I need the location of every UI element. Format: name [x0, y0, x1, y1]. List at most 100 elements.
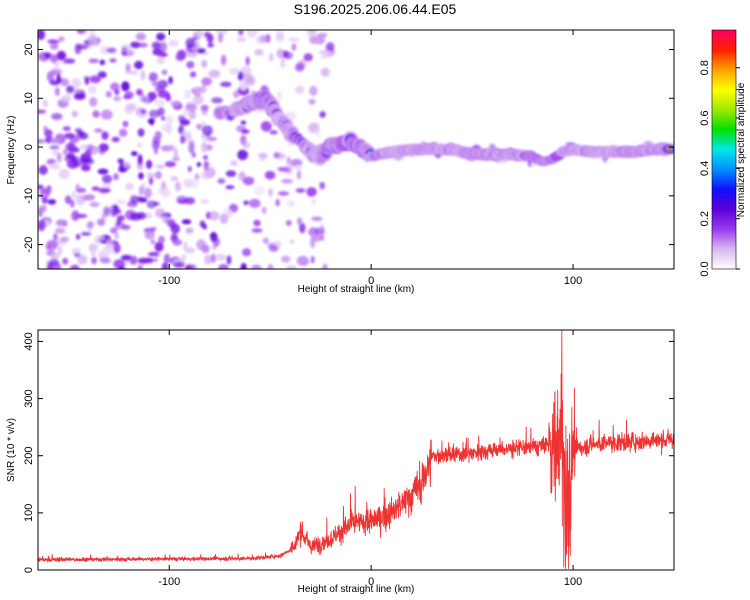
noise-blob: [311, 216, 323, 221]
noise-blob: [310, 234, 323, 242]
noise-blob: [185, 265, 192, 269]
snr-x-axis-label: Height of straight line (km): [298, 584, 415, 595]
noise-blob: [66, 152, 75, 160]
noise-blob: [228, 67, 240, 75]
noise-blob: [77, 254, 88, 265]
noise-blob: [218, 264, 229, 269]
y-tick-label: 10: [23, 92, 35, 104]
noise-blob: [225, 170, 237, 178]
noise-blob: [291, 43, 297, 51]
noise-blob: [295, 165, 303, 171]
noise-blob: [89, 97, 98, 107]
noise-blob: [202, 125, 213, 136]
noise-blob: [99, 257, 111, 264]
noise-blob: [306, 187, 317, 197]
noise-blob: [295, 85, 305, 94]
noise-blob: [91, 186, 100, 191]
noise-blob: [62, 126, 71, 131]
noise-blob: [217, 178, 226, 184]
noise-blob: [261, 206, 267, 215]
noise-blob: [150, 226, 157, 231]
noise-blob: [53, 61, 60, 68]
y-tick-label: 0: [23, 567, 35, 573]
noise-blob: [193, 86, 204, 94]
noise-blob: [100, 109, 113, 120]
noise-blob: [174, 181, 182, 192]
noise-blob: [125, 63, 132, 70]
noise-blob: [179, 119, 191, 126]
noise-blob: [210, 231, 218, 242]
noise-blob: [287, 199, 295, 207]
noise-blob: [113, 242, 121, 254]
noise-blob: [144, 230, 155, 240]
noise-blob: [146, 200, 157, 209]
noise-blob: [130, 212, 142, 221]
noise-blob: [182, 241, 188, 252]
noise-blob: [249, 198, 261, 208]
noise-blob: [46, 240, 58, 250]
x-tick-label: 0: [368, 275, 374, 287]
noise-blob: [106, 47, 117, 54]
noise-blob: [137, 128, 145, 137]
noise-blob: [113, 173, 119, 181]
noise-blob: [230, 160, 238, 167]
noise-blob: [153, 98, 166, 107]
noise-blob: [286, 156, 291, 165]
noise-blob: [118, 128, 128, 137]
noise-blob: [121, 224, 131, 230]
noise-blob: [99, 45, 110, 55]
colorbar-label: Normalized spectral amplitude: [736, 82, 747, 217]
noise-blob: [121, 81, 130, 92]
noise-blob: [296, 217, 303, 226]
noise-blob: [137, 264, 143, 269]
noise-blob: [239, 79, 248, 91]
noise-blob: [50, 139, 62, 144]
noise-blob: [49, 54, 59, 63]
noise-blob: [84, 194, 96, 201]
noise-blob: [204, 254, 212, 265]
noise-blob: [275, 198, 281, 207]
noise-blob: [38, 139, 46, 144]
noise-blob: [58, 168, 70, 180]
noise-blob: [140, 70, 146, 81]
noise-blob: [243, 200, 250, 206]
noise-blob: [276, 48, 285, 59]
noise-blob: [68, 141, 74, 153]
noise-blob: [210, 253, 216, 263]
noise-blob: [289, 239, 295, 245]
noise-blob: [181, 254, 187, 261]
noise-blob: [184, 89, 191, 100]
noise-blob: [44, 129, 53, 138]
noise-blob: [178, 125, 185, 135]
noise-blob: [176, 49, 187, 61]
snr-frame: [37, 329, 675, 571]
noise-blob: [120, 44, 132, 53]
noise-blob: [170, 100, 181, 107]
noise-blob: [196, 239, 207, 251]
noise-blob: [38, 30, 46, 40]
noise-blob: [181, 219, 192, 225]
noise-blob: [87, 34, 99, 46]
noise-blob: [63, 149, 68, 156]
noise-blob: [71, 190, 77, 200]
noise-blob: [246, 30, 258, 38]
noise-blob: [188, 109, 197, 120]
noise-blob: [319, 111, 326, 118]
noise-blob: [180, 135, 186, 144]
noise-blob: [225, 185, 235, 190]
noise-blob: [172, 156, 181, 162]
noise-blob: [299, 222, 306, 234]
noise-blob: [49, 145, 60, 151]
noise-blob: [134, 60, 144, 70]
noise-blob: [197, 48, 206, 54]
noise-blob: [94, 128, 103, 133]
noise-blob: [295, 63, 305, 72]
noise-blob: [285, 265, 297, 269]
noise-blob: [259, 34, 266, 43]
noise-blob: [137, 196, 143, 203]
noise-blob: [40, 164, 48, 175]
noise-blob: [155, 85, 166, 93]
x-tick-label: 0: [368, 576, 374, 588]
x-tick-label: 100: [564, 275, 582, 287]
noise-blob: [76, 30, 86, 34]
